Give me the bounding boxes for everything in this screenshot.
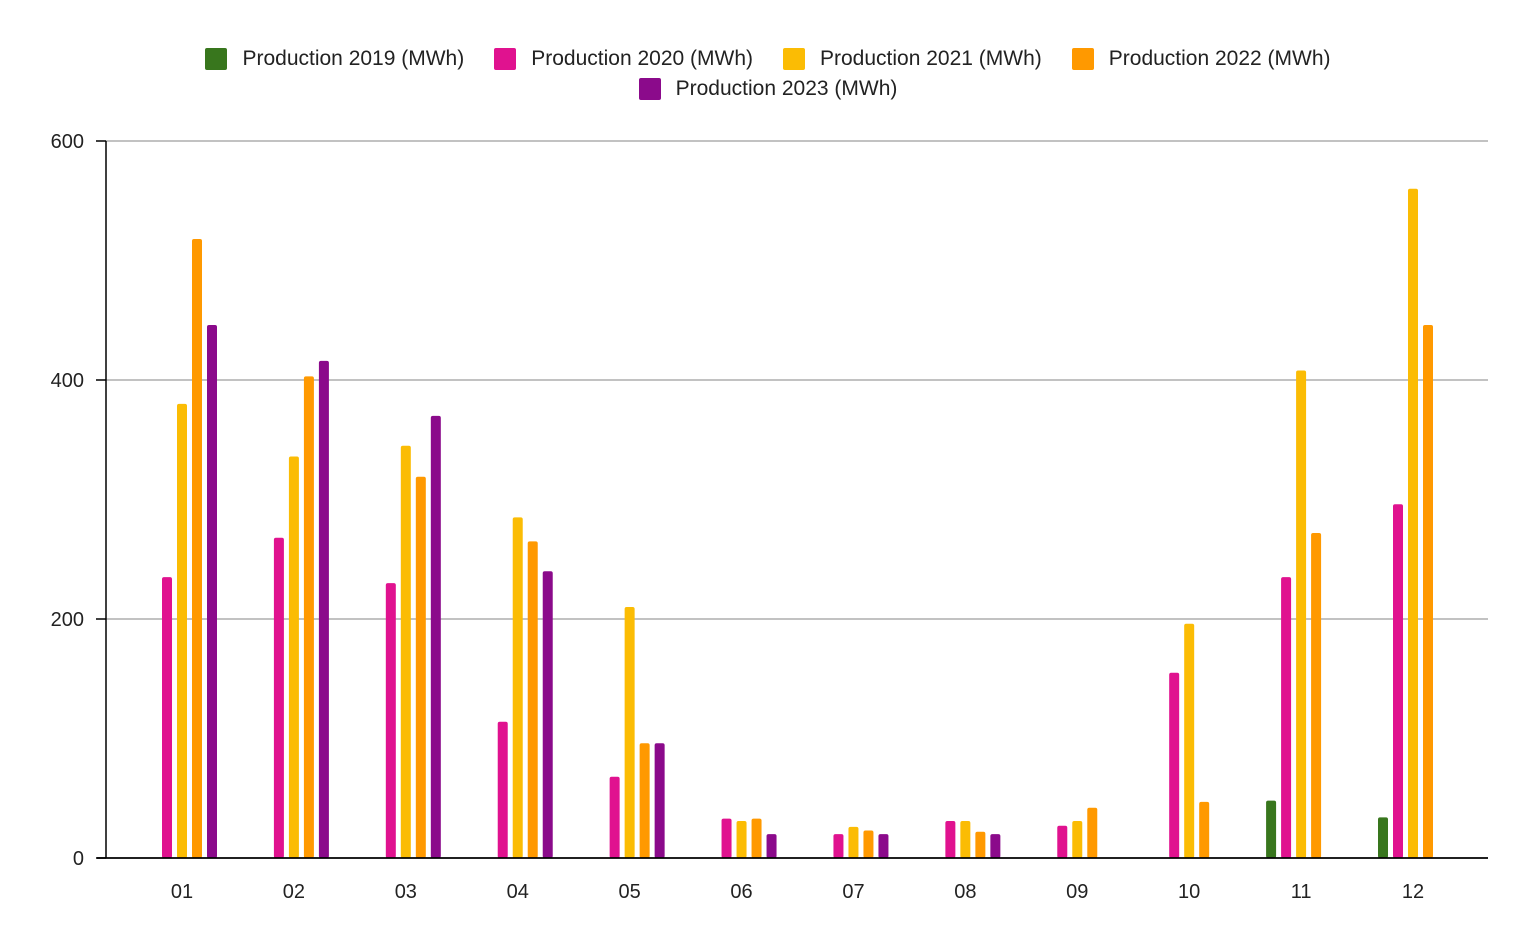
bar-08-1 [945,820,956,858]
x-tick-label-10: 10 [1178,881,1200,903]
legend-item-2020[interactable]: Production 2020 (MWh) [494,44,753,74]
bar-05-3 [639,743,650,858]
legend-swatch-2022 [1071,48,1094,70]
bar-11-1 [1281,577,1292,858]
bar-11-3 [1311,532,1322,858]
legend-label-2020: Production 2020 (MWh) [531,47,753,70]
x-tick-label-02: 02 [283,881,305,903]
legend-label-2023: Production 2023 (MWh) [675,77,898,100]
legend-swatch-2023 [638,78,661,100]
bar-02-1 [273,537,284,858]
y-tick-label: 0 [73,848,84,870]
bar-06-3 [751,818,762,858]
bar-03-1 [385,583,396,858]
legend-label-2022: Production 2022 (MWh) [1108,47,1331,70]
x-tick-label-11: 11 [1291,881,1312,903]
y-tick-label: 600 [51,131,84,153]
bar-04-4 [542,571,553,858]
bar-12-3 [1423,325,1433,858]
bar-11-0 [1266,800,1277,858]
bar-02-2 [288,456,299,858]
legend-item-2023[interactable]: Production 2023 (MWh) [638,74,898,104]
bar-07-4 [878,834,889,858]
legend: Production 2019 (MWh) Production 2020 (M… [0,44,1536,104]
bar-06-1 [721,818,732,858]
bar-01-2 [177,403,187,858]
bar-08-2 [960,820,971,858]
x-tick-label-08: 08 [954,881,976,903]
bar-02-4 [318,360,329,858]
legend-swatch-2021 [783,48,805,70]
bar-01-4 [207,325,217,858]
bar-01-3 [192,238,202,859]
x-tick-label-03: 03 [395,881,417,903]
bar-10-1 [1169,672,1180,858]
bar-05-1 [609,776,620,858]
bar-03-2 [400,445,411,858]
bar-12-1 [1393,504,1403,858]
x-tick-label-09: 09 [1066,881,1088,903]
bar-07-3 [863,830,874,858]
bar-06-2 [736,820,747,858]
x-tick-label-04: 04 [507,881,529,903]
bar-07-2 [848,826,859,858]
bar-09-2 [1072,820,1083,858]
bar-04-2 [512,517,523,858]
x-tick-label-01: 01 [171,881,193,903]
legend-label-2021: Production 2021 (MWh) [820,47,1042,70]
legend-label-2019: Production 2019 (MWh) [242,47,465,70]
bar-07-1 [833,834,844,858]
bar-03-3 [415,476,426,858]
bar-10-2 [1184,623,1195,858]
bar-12-2 [1408,188,1418,859]
bar-12-0 [1378,817,1388,858]
x-tick-label-06: 06 [730,881,752,903]
legend-swatch-2019 [205,48,228,70]
bar-03-4 [430,415,441,858]
bar-04-3 [527,541,538,858]
bar-08-3 [975,831,986,858]
bar-02-3 [303,376,314,858]
legend-item-2019[interactable]: Production 2019 (MWh) [205,44,464,74]
x-tick-label-07: 07 [842,881,864,903]
bar-08-4 [990,834,1001,858]
y-tick-label: 400 [51,370,84,392]
bar-09-3 [1087,807,1098,858]
bar-11-2 [1296,370,1307,858]
bar-09-1 [1057,825,1068,858]
legend-item-2021[interactable]: Production 2021 (MWh) [783,44,1042,74]
bar-10-3 [1199,801,1210,858]
y-tick-label: 200 [51,609,84,631]
bar-04-1 [497,721,508,858]
legend-row-1: Production 2019 (MWh) Production 2020 (M… [0,44,1536,74]
x-tick-label-05: 05 [619,881,641,903]
bar-06-4 [766,834,777,858]
bar-05-4 [654,743,665,858]
legend-swatch-2020 [494,48,517,70]
bar-05-2 [624,607,635,858]
bar-01-1 [162,577,172,858]
legend-row-2: Production 2023 (MWh) [0,74,1536,104]
x-tick-label-12: 12 [1402,881,1424,903]
legend-item-2022[interactable]: Production 2022 (MWh) [1071,44,1331,74]
